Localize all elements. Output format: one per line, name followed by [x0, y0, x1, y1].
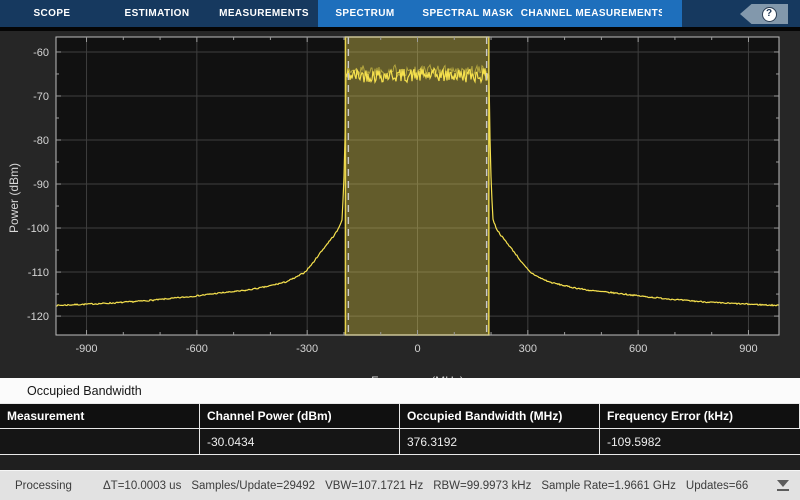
- x-tick-label: 900: [739, 343, 757, 355]
- cell-measurement: [0, 429, 200, 454]
- tab-group-main: SCOPE ESTIMATION MEASUREMENTS: [0, 0, 318, 27]
- y-tick-label: -100: [27, 223, 49, 235]
- tab-estimation[interactable]: ESTIMATION: [124, 8, 190, 19]
- measurement-table-region: Measurement Channel Power (dBm) Occupied…: [0, 403, 800, 470]
- x-tick-label: 300: [519, 343, 537, 355]
- tab-group-spectrum: SPECTRUM SPECTRAL MASK CHANNEL MEASUREME…: [318, 0, 682, 27]
- measurement-table: Measurement Channel Power (dBm) Occupied…: [0, 403, 800, 455]
- y-tick-label: -120: [27, 311, 49, 323]
- col-header-channel-power: Channel Power (dBm): [200, 404, 400, 429]
- spectrum-canvas: -900 -600 -300 0 300 600 900 -60 -70 -80 -90 -100 -1…: [27, 36, 780, 355]
- y-axis-label: Power (dBm): [7, 163, 21, 234]
- x-tick-label: -900: [76, 343, 98, 355]
- stat-samples-per-update: Samples/Update=29492: [191, 479, 316, 492]
- tab-scope[interactable]: SCOPE: [33, 8, 71, 19]
- panel-title: Occupied Bandwidth: [27, 383, 142, 398]
- spectrum-trace: [55, 66, 780, 307]
- measurement-panel-header: Occupied Bandwidth: [0, 378, 800, 403]
- toolstrip-tabbar: SCOPE ESTIMATION MEASUREMENTS SPECTRUM S…: [0, 0, 800, 27]
- status-state: Processing: [15, 479, 72, 492]
- y-tick-label: -60: [33, 47, 49, 59]
- stat-rbw: RBW=99.9973 kHz: [433, 479, 532, 492]
- y-tick-label: -110: [28, 267, 49, 279]
- y-tick-label: -90: [33, 179, 49, 191]
- expand-down-icon[interactable]: [776, 480, 790, 492]
- x-tick-label: 0: [414, 343, 420, 355]
- cell-occupied-bandwidth: 376.3192: [400, 429, 600, 454]
- cell-channel-power: -30.0434: [200, 429, 400, 454]
- x-tick-label: -300: [296, 343, 318, 355]
- tab-spectral-mask[interactable]: SPECTRAL MASK: [422, 8, 514, 19]
- stat-vbw: VBW=107.1721 Hz: [325, 479, 424, 492]
- cell-frequency-error: -109.5982: [600, 429, 800, 454]
- tab-spectrum[interactable]: SPECTRUM: [335, 8, 395, 19]
- y-tick-label: -80: [33, 135, 49, 147]
- status-stats: ΔT=10.0003 us Samples/Update=29492 VBW=1…: [103, 480, 755, 492]
- tab-measurements[interactable]: MEASUREMENTS: [219, 8, 309, 19]
- stat-delta-t: ΔT=10.0003 us: [103, 479, 182, 492]
- help-button[interactable]: ?: [740, 4, 788, 24]
- obw-shaded-region: [345, 37, 489, 335]
- tab-group-filler: [662, 0, 682, 27]
- status-bar: Processing ΔT=10.0003 us Samples/Update=…: [0, 470, 800, 500]
- tab-channel-measurements[interactable]: CHANNEL MEASUREMENTS: [520, 8, 666, 19]
- col-header-occupied-bandwidth: Occupied Bandwidth (MHz): [400, 404, 600, 429]
- x-tick-label: 600: [629, 343, 647, 355]
- toolstrip-separator: [0, 27, 800, 31]
- stat-sample-rate: Sample Rate=1.9661 GHz: [541, 479, 676, 492]
- y-tick-label: -70: [33, 91, 49, 103]
- help-icon: ?: [761, 6, 777, 22]
- x-tick-label: -600: [186, 343, 208, 355]
- col-header-frequency-error: Frequency Error (kHz): [600, 404, 800, 429]
- col-header-measurement: Measurement: [0, 404, 200, 429]
- spectrum-plot-panel: -900 -600 -300 0 300 600 900 -60 -70 -80 -90 -100 -1…: [0, 31, 800, 388]
- stat-updates: Updates=66: [685, 479, 749, 492]
